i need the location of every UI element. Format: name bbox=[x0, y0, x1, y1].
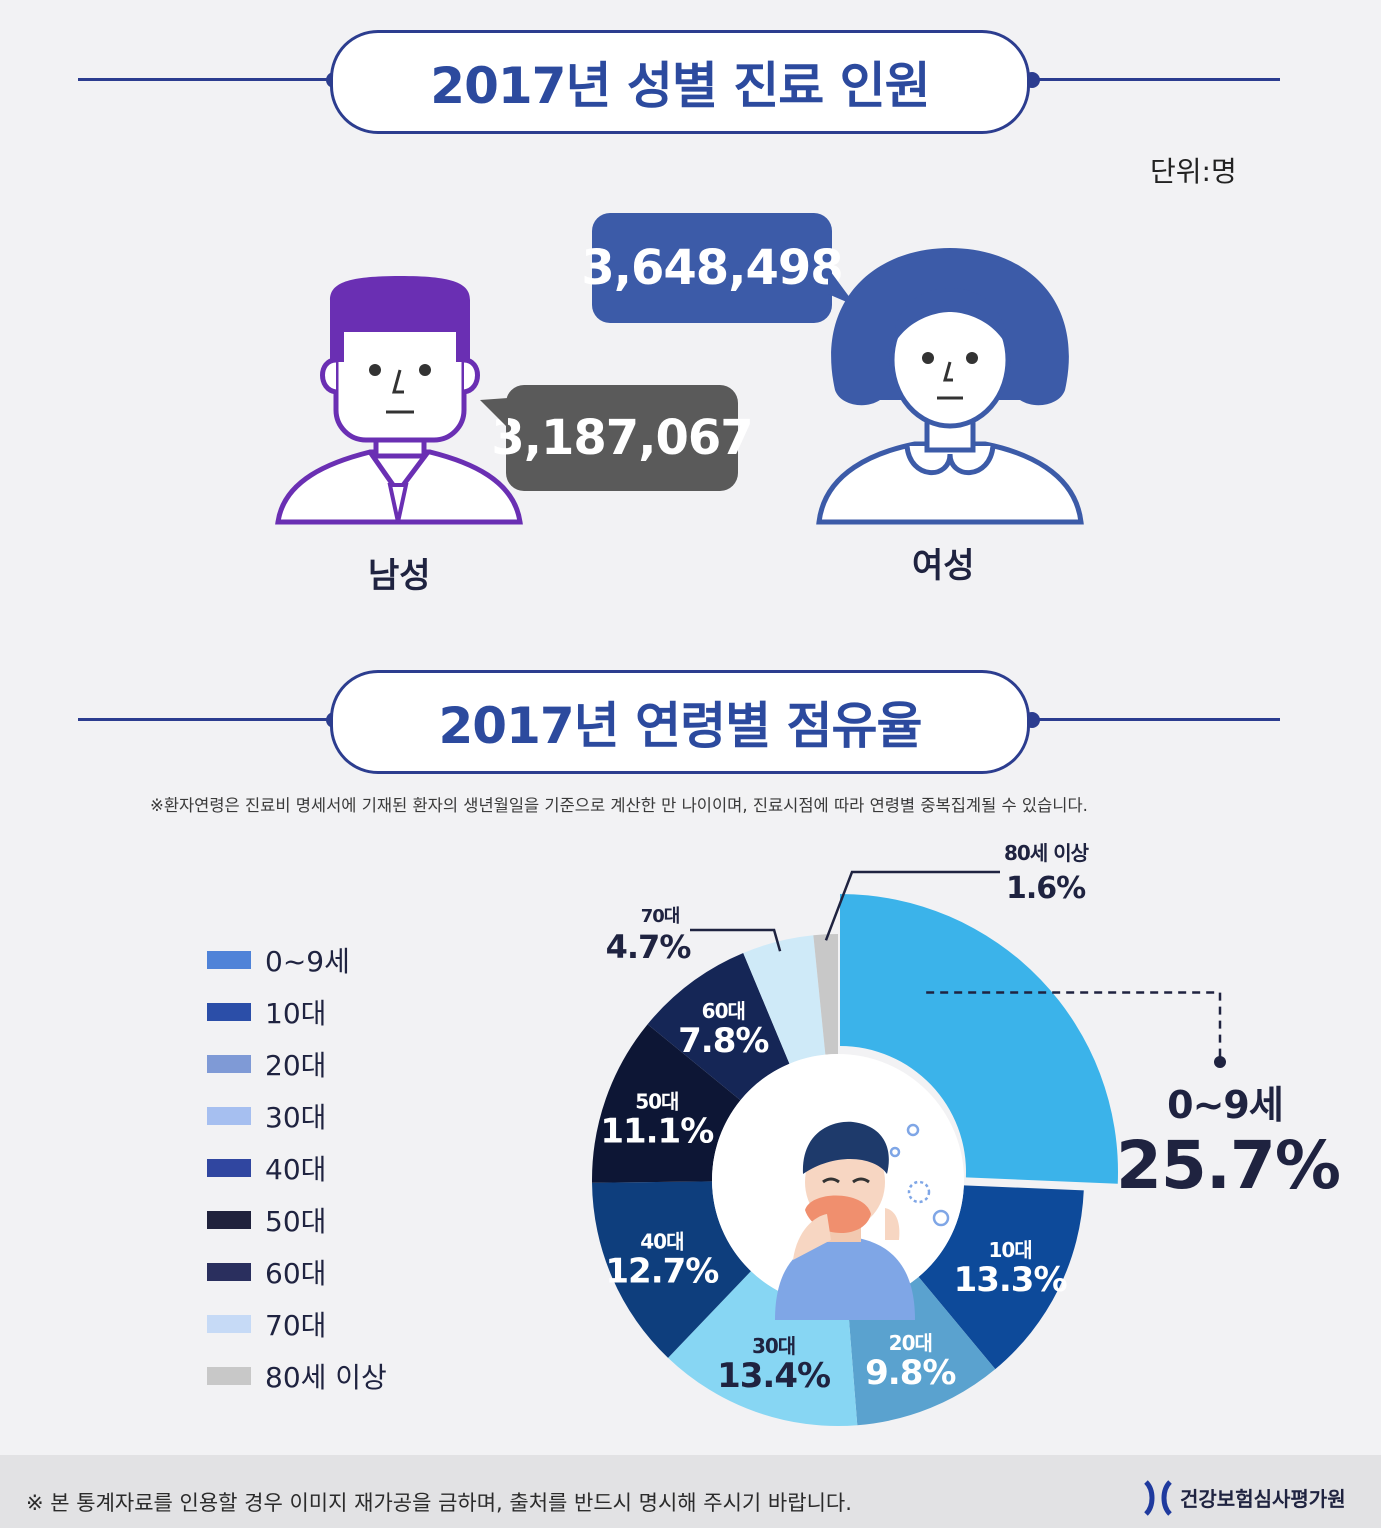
male-count-bubble: 3,187,067 bbox=[491, 385, 754, 491]
donut-value-label: 12.7% bbox=[605, 1251, 718, 1291]
section-title-gender: 2017년 성별 진료 인원 bbox=[330, 30, 1030, 134]
donut-value-label: 7.8% bbox=[678, 1021, 768, 1061]
sneezing-person-icon bbox=[775, 1121, 950, 1320]
age-note: ※환자연령은 진료비 명세서에 기재된 환자의 생년월일을 기준으로 계산한 만… bbox=[150, 796, 1088, 815]
donut-value-label-big: 25.7% bbox=[1116, 1127, 1340, 1204]
donut-slice-50s bbox=[591, 1024, 741, 1183]
male-bubble-tail bbox=[480, 398, 508, 428]
donut-category-label: 70대 bbox=[641, 906, 680, 927]
donut-value-label: 13.3% bbox=[954, 1260, 1067, 1300]
callout-line-70s bbox=[690, 928, 782, 952]
legend-swatch bbox=[207, 1107, 251, 1125]
header-line-right bbox=[1030, 78, 1280, 81]
donut-category-label-big: 0~9세 bbox=[1167, 1083, 1283, 1127]
donut-slice-0-9 bbox=[840, 894, 1118, 1184]
legend-swatch bbox=[207, 951, 251, 969]
legend-label: 70대 bbox=[265, 1309, 327, 1342]
legend-item: 70대 bbox=[207, 1304, 326, 1344]
male-label: 남성 bbox=[368, 556, 431, 596]
donut-value-label: 4.7% bbox=[606, 928, 692, 966]
legend-label: 0~9세 bbox=[265, 945, 350, 978]
header-line-left bbox=[78, 78, 336, 81]
donut-slice-80plus bbox=[813, 934, 838, 1055]
donut-category-label: 20대 bbox=[889, 1331, 932, 1355]
unit-label: 단위:명 bbox=[1150, 155, 1237, 188]
header2-line-left bbox=[78, 718, 336, 721]
donut-category-label: 30대 bbox=[752, 1334, 795, 1358]
legend-item: 20대 bbox=[207, 1044, 326, 1084]
hira-logo-text: 건강보험심사평가원 bbox=[1180, 1487, 1346, 1511]
legend-swatch bbox=[207, 1159, 251, 1177]
legend-label: 40대 bbox=[265, 1153, 327, 1186]
donut-category-label: 50대 bbox=[635, 1089, 678, 1113]
legend-label: 50대 bbox=[265, 1205, 327, 1238]
legend-item: 30대 bbox=[207, 1096, 326, 1136]
donut-category-label: 10대 bbox=[988, 1238, 1031, 1262]
legend-item: 40대 bbox=[207, 1148, 326, 1188]
donut-slice-70s bbox=[743, 935, 826, 1064]
legend-label: 10대 bbox=[265, 997, 327, 1030]
donut-slice-40s bbox=[592, 1181, 751, 1358]
callout-line-80plus bbox=[824, 870, 1000, 941]
legend-item: 60대 bbox=[207, 1252, 326, 1292]
male-icon bbox=[275, 276, 523, 525]
legend-item: 10대 bbox=[207, 992, 326, 1032]
female-label: 여성 bbox=[912, 546, 975, 586]
legend-swatch bbox=[207, 1367, 251, 1385]
legend-swatch bbox=[207, 1315, 251, 1333]
footer-note: ※ 본 통계자료를 인용할 경우 이미지 재가공을 금하며, 출처를 반드시 명… bbox=[26, 1491, 852, 1515]
donut-category-label: 60대 bbox=[702, 999, 745, 1023]
female-icon bbox=[816, 248, 1084, 525]
legend-swatch bbox=[207, 1211, 251, 1229]
header2-line-right bbox=[1030, 718, 1280, 721]
callout-line-0-9 bbox=[926, 991, 1222, 1060]
legend-swatch bbox=[207, 1003, 251, 1021]
donut-value-label: 1.6% bbox=[1006, 871, 1086, 906]
legend-label: 80세 이상 bbox=[265, 1361, 387, 1394]
legend-item: 50대 bbox=[207, 1200, 326, 1240]
donut-value-label: 13.4% bbox=[717, 1356, 830, 1396]
legend-label: 20대 bbox=[265, 1049, 327, 1082]
donut-slice-10s bbox=[918, 1185, 1084, 1370]
donut-slice-60s bbox=[647, 952, 790, 1101]
legend-label: 60대 bbox=[265, 1257, 327, 1290]
donut-category-label: 40대 bbox=[640, 1229, 683, 1253]
legend-swatch bbox=[207, 1263, 251, 1281]
section-title-age: 2017년 연령별 점유율 bbox=[330, 670, 1030, 774]
legend-item: 80세 이상 bbox=[207, 1356, 387, 1396]
donut-value-label: 9.8% bbox=[865, 1353, 955, 1393]
donut-category-label: 80세 이상 bbox=[1004, 841, 1090, 865]
donut-value-label: 11.1% bbox=[600, 1111, 713, 1151]
hira-logo-icon bbox=[1144, 1480, 1172, 1516]
callout-dot-0-9 bbox=[1214, 1056, 1226, 1068]
female-count-bubble: 3,648,498 bbox=[581, 213, 844, 323]
legend-label: 30대 bbox=[265, 1101, 327, 1134]
legend-item: 0~9세 bbox=[207, 940, 350, 980]
legend-swatch bbox=[207, 1055, 251, 1073]
